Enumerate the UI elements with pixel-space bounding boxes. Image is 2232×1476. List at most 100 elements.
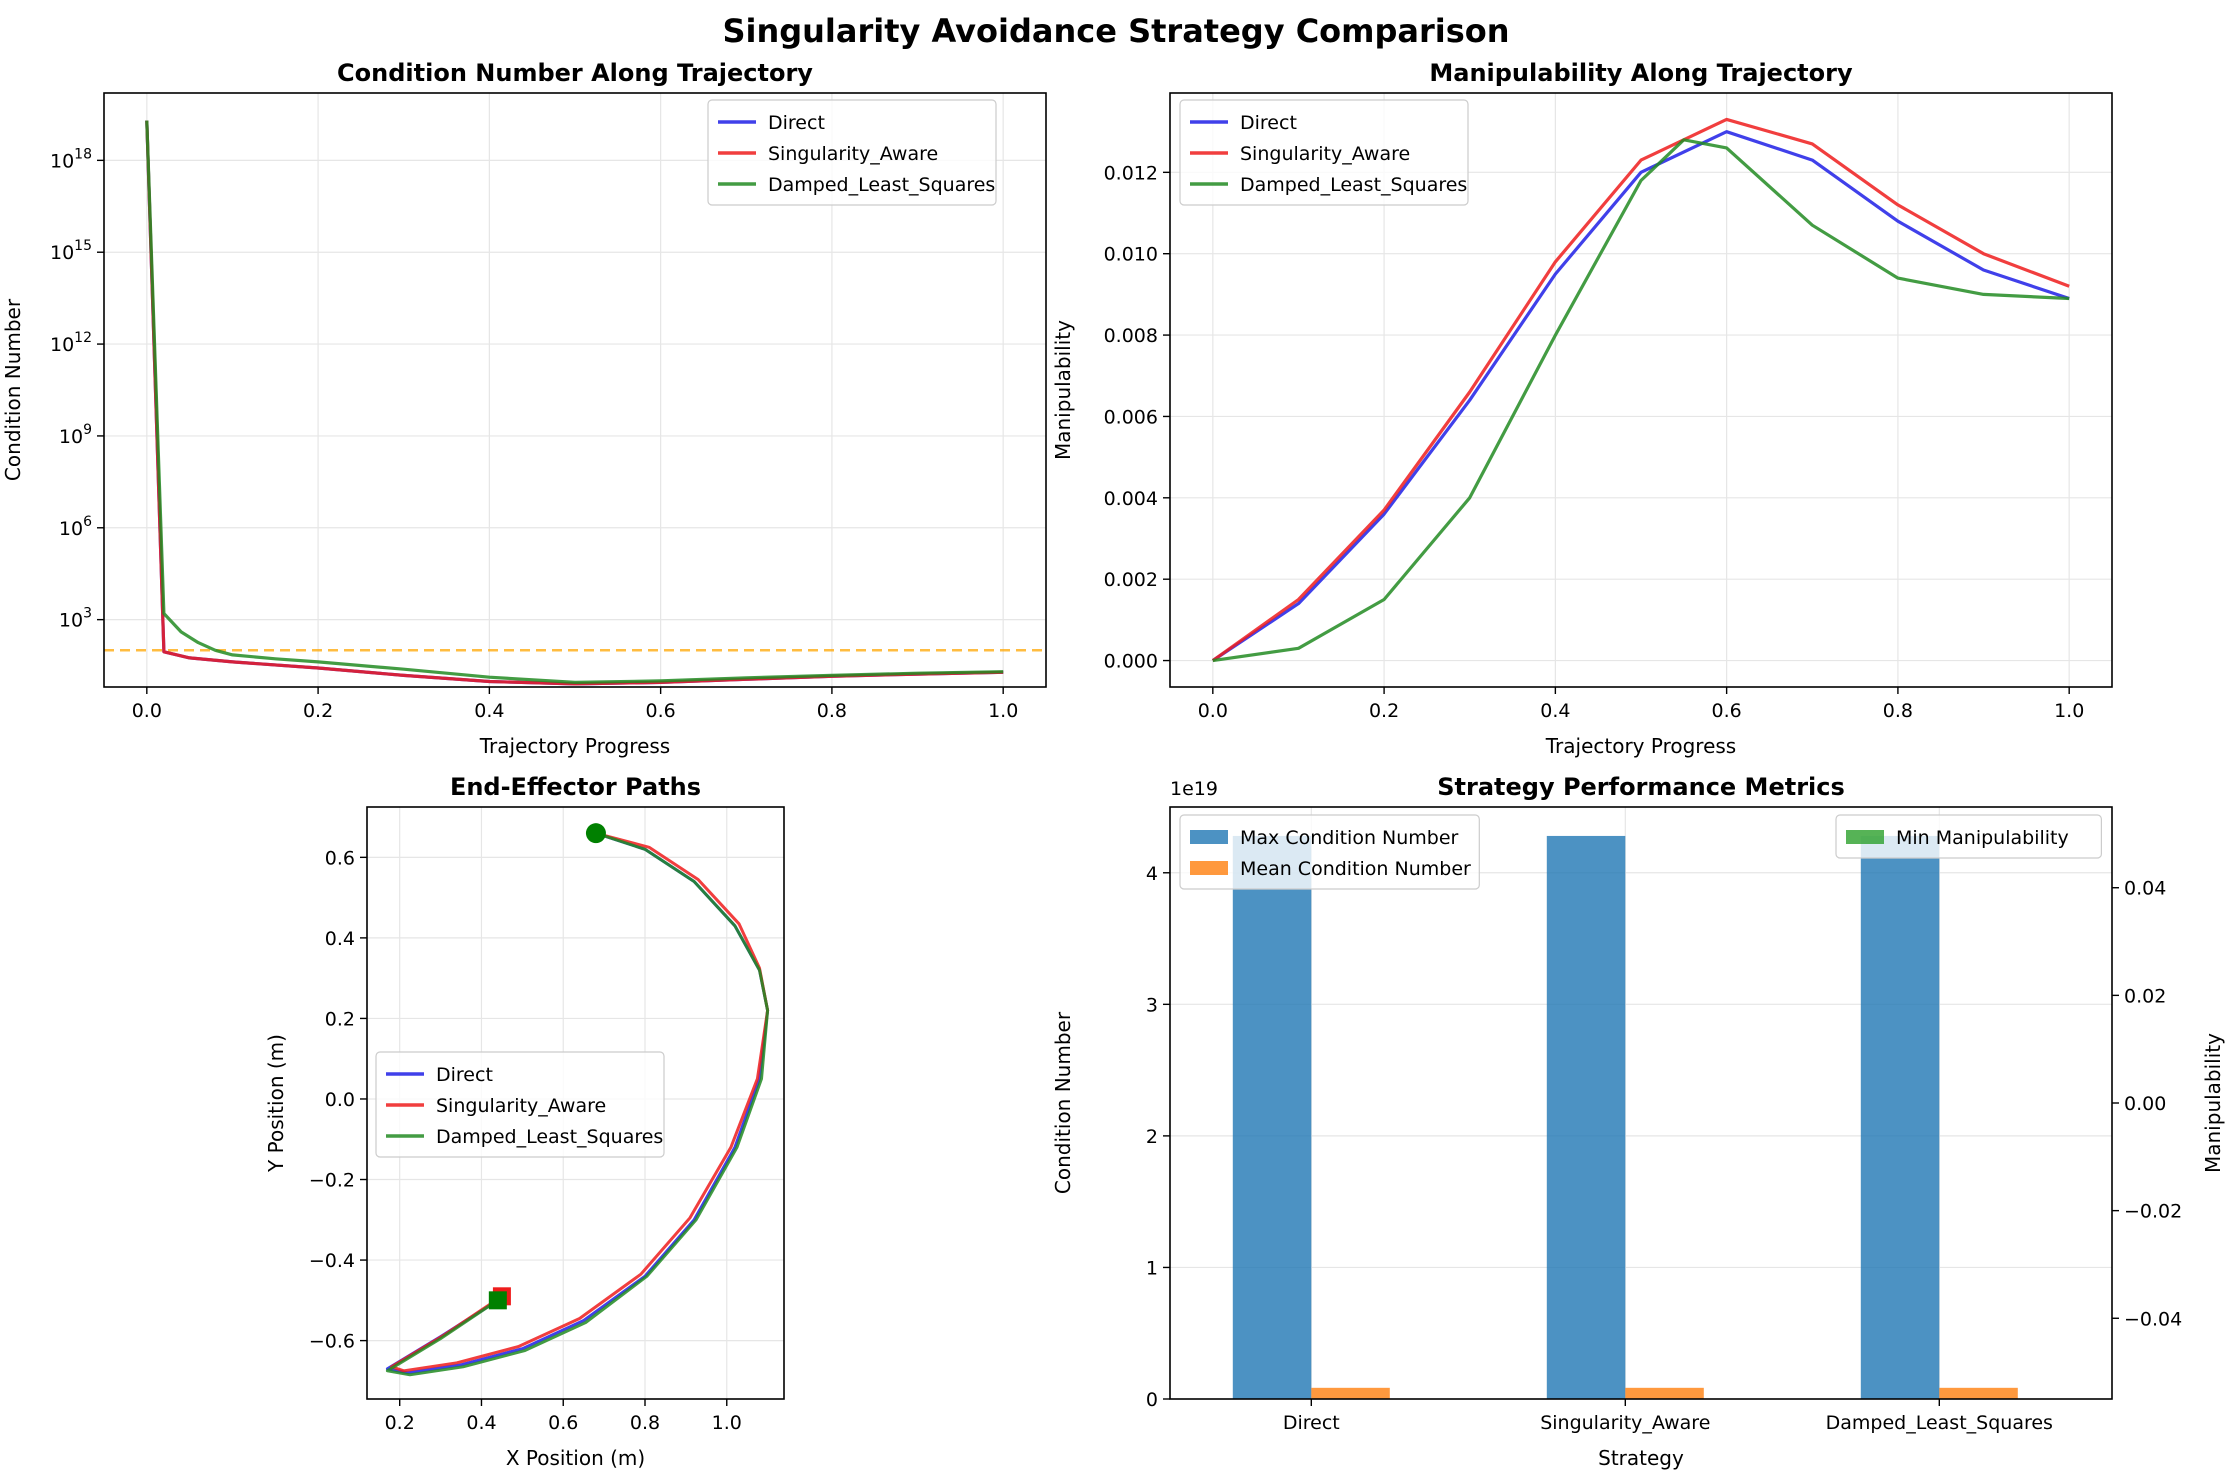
manip-ytick-label: 0.010 bbox=[1104, 244, 1158, 266]
cond-xtick-label: 0.8 bbox=[817, 700, 847, 722]
paths-xtick-label: 0.4 bbox=[466, 1412, 496, 1434]
manip-legend-label: Singularity_Aware bbox=[1240, 143, 1410, 165]
manip-frame bbox=[1169, 92, 2113, 688]
metrics-xtick-label: Damped_Least_Squares bbox=[1826, 1412, 2053, 1434]
manip-ytick-label: 0.000 bbox=[1104, 651, 1158, 673]
paths-xtick-label: 0.6 bbox=[548, 1412, 578, 1434]
paths-series-Singularity_Aware bbox=[390, 831, 770, 1373]
paths-legend-label: Damped_Least_Squares bbox=[436, 1126, 663, 1148]
cond-frame bbox=[103, 92, 1047, 688]
manip-xlabel: Trajectory Progress bbox=[1545, 734, 1736, 758]
metrics-frame bbox=[1169, 806, 2113, 1400]
manip-ytick-label: 0.004 bbox=[1104, 488, 1158, 510]
cond-title: Condition Number Along Trajectory bbox=[337, 59, 813, 87]
metrics-bar-mean bbox=[1311, 1387, 1390, 1399]
metrics-right-legend-box bbox=[1835, 814, 2102, 859]
figure-suptitle: Singularity Avoidance Strategy Compariso… bbox=[722, 12, 1509, 50]
metrics-ytick-right-label: −0.04 bbox=[2124, 1308, 2182, 1330]
metrics-left-legend-swatch bbox=[1190, 830, 1228, 844]
metrics-left-legend-swatch bbox=[1190, 861, 1228, 875]
manip-xtick-label: 0.2 bbox=[1369, 700, 1399, 722]
manip-series-Singularity_Aware bbox=[1211, 117, 2070, 662]
cond-series-Damped_Least_Squares bbox=[145, 120, 1004, 685]
cond-xtick-label: 0.0 bbox=[132, 700, 162, 722]
cond-ytick-label: 1018 bbox=[50, 146, 92, 172]
cond-legend-label: Damped_Least_Squares bbox=[768, 174, 995, 196]
paths-frame bbox=[366, 806, 785, 1400]
cond-ytick-label: 106 bbox=[59, 514, 92, 540]
metrics-ytick-label: 1 bbox=[1146, 1257, 1158, 1279]
metrics-left-legend-label: Max Condition Number bbox=[1240, 827, 1459, 849]
paths-series-Damped_Least_Squares bbox=[385, 831, 770, 1377]
metrics-offset-text: 1e19 bbox=[1170, 778, 1218, 800]
metrics-ylabel: Condition Number bbox=[1051, 1011, 1075, 1194]
paths-end-marker bbox=[488, 1291, 507, 1310]
paths-ytick-label: 0.4 bbox=[325, 928, 355, 950]
manip-ytick-label: 0.012 bbox=[1104, 162, 1158, 184]
metrics-ylabel-right: Manipulability bbox=[2201, 1033, 2225, 1173]
manip-legend-box bbox=[1179, 99, 1469, 206]
paths-legend-label: Direct bbox=[436, 1064, 493, 1086]
paths-ytick-label: 0.0 bbox=[325, 1089, 355, 1111]
manip-xtick-label: 0.6 bbox=[1712, 700, 1742, 722]
metrics-ytick-right-label: −0.02 bbox=[2124, 1201, 2182, 1223]
cond-ylabel: Condition Number bbox=[1, 298, 25, 481]
metrics-bar-max bbox=[1860, 835, 1940, 1399]
paths-xtick-label: 1.0 bbox=[712, 1412, 742, 1434]
cond-xlabel: Trajectory Progress bbox=[479, 734, 670, 758]
cond-ytick-label: 103 bbox=[59, 606, 92, 632]
cond-ytick-label: 109 bbox=[59, 422, 92, 448]
condition-number-chart: 0.0 0.2 0.4 0.6 0.8 1.0 103 106 109 1012 1015 1018 C… bbox=[1, 59, 1047, 758]
metrics-ytick-right-label: 0.04 bbox=[2124, 878, 2166, 900]
metrics-ytick-label: 2 bbox=[1146, 1126, 1158, 1148]
metrics-ytick-label: 0 bbox=[1146, 1389, 1158, 1411]
cond-ytick-label: 1012 bbox=[50, 330, 92, 356]
manip-xtick-label: 1.0 bbox=[2054, 700, 2084, 722]
metrics-title: Strategy Performance Metrics bbox=[1437, 773, 1845, 801]
metrics-ytick-right-label: 0.02 bbox=[2124, 985, 2166, 1007]
cond-xtick-label: 1.0 bbox=[988, 700, 1018, 722]
cond-xtick-label: 0.2 bbox=[303, 700, 333, 722]
cond-ytick-label: 1015 bbox=[50, 238, 92, 264]
paths-xlabel: X Position (m) bbox=[506, 1446, 645, 1470]
manip-ytick-label: 0.006 bbox=[1104, 406, 1158, 428]
manipulability-chart: 0.0 0.2 0.4 0.6 0.8 1.0 0.000 0.002 0.004 0.006 0.… bbox=[1051, 59, 2113, 758]
metrics-ytick-right-label: 0.00 bbox=[2124, 1093, 2166, 1115]
manip-title: Manipulability Along Trajectory bbox=[1429, 59, 1853, 87]
manip-series-Direct bbox=[1211, 130, 2070, 662]
cond-legend-label: Singularity_Aware bbox=[768, 143, 938, 165]
paths-ytick-label: −0.2 bbox=[309, 1170, 355, 1192]
paths-xtick-label: 0.8 bbox=[630, 1412, 660, 1434]
paths-legend-label: Singularity_Aware bbox=[436, 1095, 606, 1117]
metrics-right-legend-label: Min Manipulability bbox=[1896, 827, 2069, 849]
metrics-ytick-label: 3 bbox=[1146, 994, 1158, 1016]
manip-legend-label: Damped_Least_Squares bbox=[1240, 174, 1467, 196]
metrics-bar-max bbox=[1232, 835, 1312, 1399]
cond-xtick-label: 0.4 bbox=[474, 700, 504, 722]
manip-xtick-label: 0.4 bbox=[1540, 700, 1570, 722]
manip-ylabel: Manipulability bbox=[1051, 320, 1075, 460]
metrics-ytick-label: 4 bbox=[1146, 863, 1158, 885]
manip-legend-label: Direct bbox=[1240, 112, 1297, 134]
manip-ytick-label: 0.002 bbox=[1104, 569, 1158, 591]
paths-ytick-label: −0.4 bbox=[309, 1250, 355, 1272]
manip-xtick-label: 0.8 bbox=[1883, 700, 1913, 722]
paths-ytick-label: 0.2 bbox=[325, 1008, 355, 1030]
metrics-xtick-label: Singularity_Aware bbox=[1540, 1412, 1710, 1434]
cond-legend-label: Direct bbox=[768, 112, 825, 134]
paths-legend-box bbox=[375, 1051, 665, 1158]
paths-title: End-Effector Paths bbox=[450, 773, 701, 801]
metrics-bar-mean bbox=[1625, 1387, 1704, 1399]
paths-ytick-label: −0.6 bbox=[309, 1331, 355, 1353]
metrics-right-legend-swatch bbox=[1846, 830, 1884, 844]
cond-legend-box bbox=[707, 99, 997, 206]
metrics-bar-max bbox=[1546, 835, 1626, 1399]
metrics-left-legend-label: Mean Condition Number bbox=[1240, 858, 1471, 880]
strategy-metrics-chart: 0 1 2 3 4 Direct Singularity_Aware Damped_Least… bbox=[1051, 773, 2225, 1470]
manip-series-Damped_Least_Squares bbox=[1212, 138, 2070, 663]
metrics-left-legend-box bbox=[1179, 814, 1480, 890]
manip-ytick-label: 0.008 bbox=[1104, 325, 1158, 347]
metrics-xtick-label: Direct bbox=[1283, 1412, 1340, 1434]
cond-xtick-label: 0.6 bbox=[646, 700, 676, 722]
